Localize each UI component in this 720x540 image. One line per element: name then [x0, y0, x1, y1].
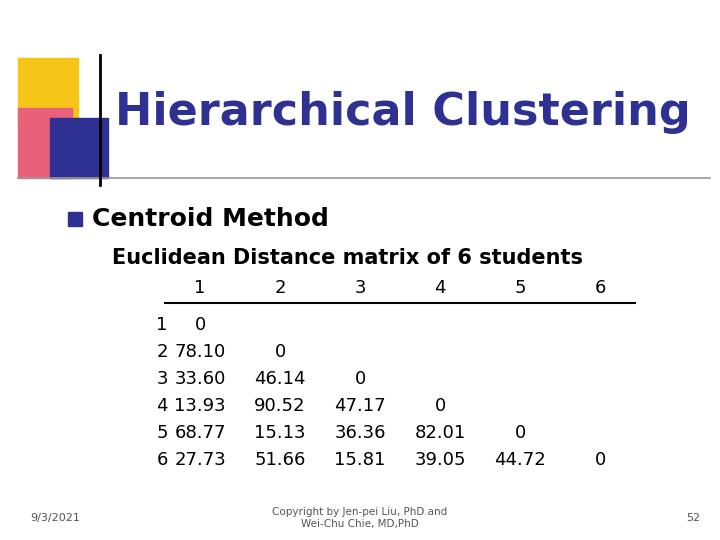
Bar	[18, 108, 72, 178]
Text: 44.72: 44.72	[494, 451, 546, 469]
Text: 2: 2	[156, 343, 168, 361]
Text: 78.10: 78.10	[174, 343, 225, 361]
Text: 0: 0	[434, 397, 446, 415]
Text: 0: 0	[354, 370, 366, 388]
Text: 0: 0	[194, 316, 206, 334]
Text: 82.01: 82.01	[415, 424, 466, 442]
Text: 52: 52	[686, 513, 700, 523]
Text: 33.60: 33.60	[174, 370, 225, 388]
Bar	[50, 118, 108, 178]
Text: 51.66: 51.66	[254, 451, 306, 469]
Text: 4: 4	[434, 279, 446, 297]
Text: 90.52: 90.52	[254, 397, 306, 415]
Text: 6: 6	[156, 451, 168, 469]
Text: Copyright by Jen-pei Liu, PhD and
Wei-Chu Chie, MD,PhD: Copyright by Jen-pei Liu, PhD and Wei-Ch…	[272, 507, 448, 529]
Text: 6: 6	[594, 279, 606, 297]
Text: 39.05: 39.05	[414, 451, 466, 469]
Bar	[18, 58, 78, 128]
Text: 2: 2	[274, 279, 286, 297]
Text: 15.13: 15.13	[254, 424, 306, 442]
Text: Centroid Method: Centroid Method	[92, 207, 329, 231]
Text: Euclidean Distance matrix of 6 students: Euclidean Distance matrix of 6 students	[112, 248, 583, 268]
Text: 3: 3	[354, 279, 366, 297]
Text: 15.81: 15.81	[334, 451, 386, 469]
Text: 47.17: 47.17	[334, 397, 386, 415]
Text: 36.36: 36.36	[334, 424, 386, 442]
Text: 13.93: 13.93	[174, 397, 226, 415]
Text: 68.77: 68.77	[174, 424, 226, 442]
Text: Hierarchical Clustering: Hierarchical Clustering	[115, 91, 690, 133]
Text: 5: 5	[156, 424, 168, 442]
Text: 0: 0	[514, 424, 526, 442]
Text: 1: 1	[194, 279, 206, 297]
Text: 1: 1	[156, 316, 168, 334]
Text: 5: 5	[514, 279, 526, 297]
Text: 3: 3	[156, 370, 168, 388]
Text: 0: 0	[274, 343, 286, 361]
Text: 9/3/2021: 9/3/2021	[30, 513, 80, 523]
Bar	[68, 212, 82, 226]
Text: 27.73: 27.73	[174, 451, 226, 469]
Text: 4: 4	[156, 397, 168, 415]
Text: 46.14: 46.14	[254, 370, 306, 388]
Text: 0: 0	[595, 451, 606, 469]
